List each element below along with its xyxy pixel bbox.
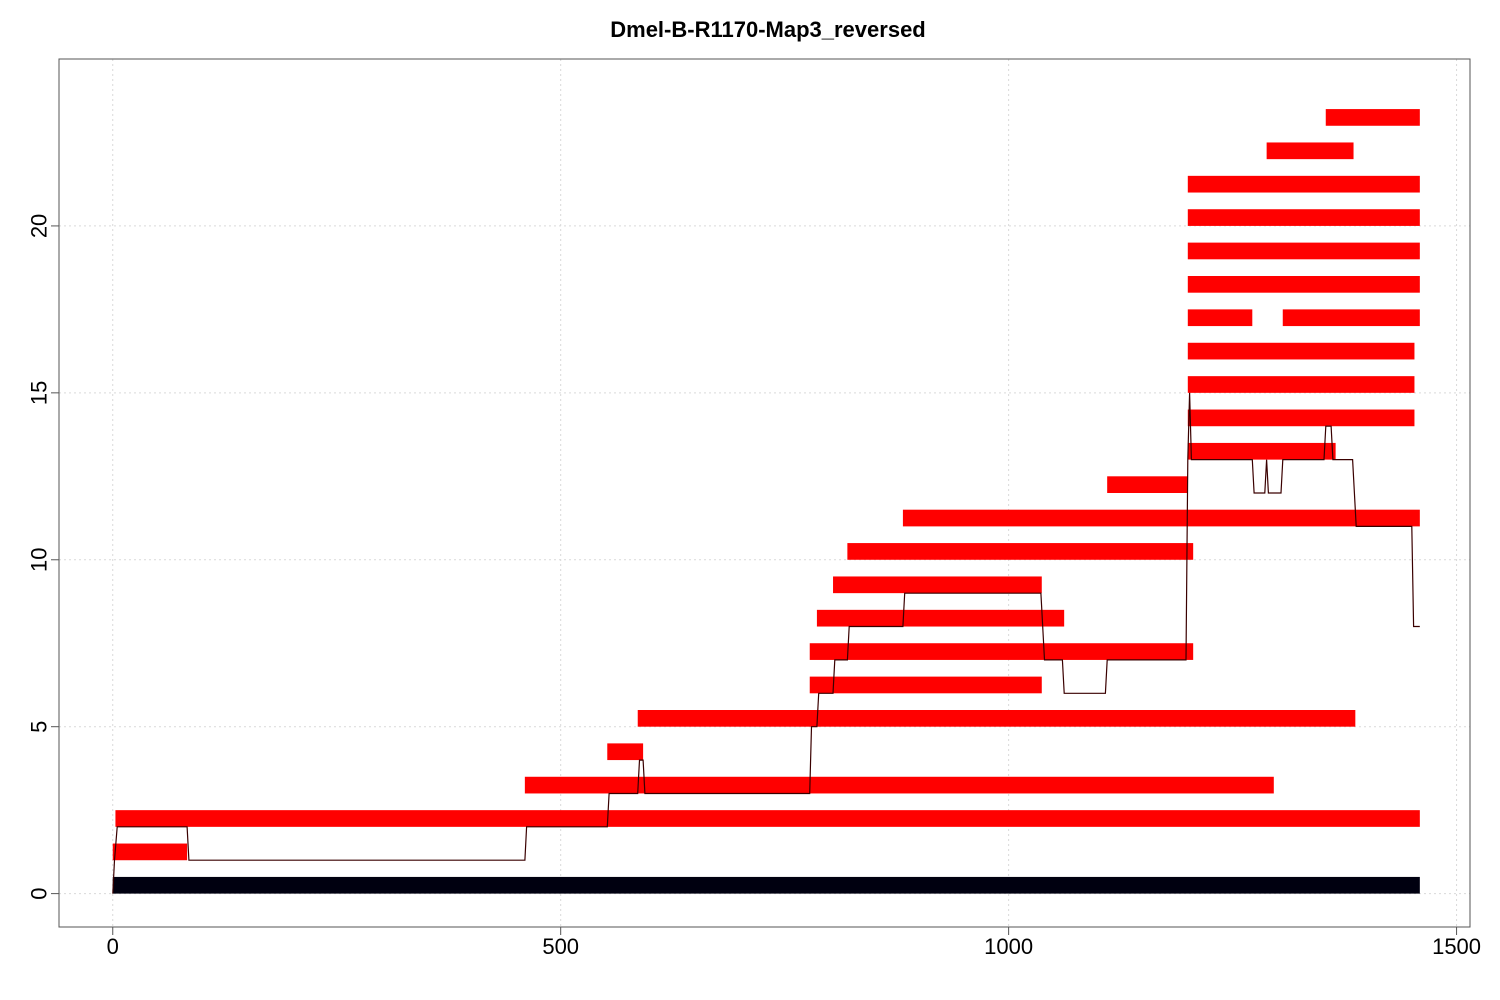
reference-bar-rect: [112, 876, 1420, 894]
x-tick-label: 1000: [984, 934, 1033, 959]
segment-bar: [607, 743, 644, 761]
segment-bar: [809, 676, 1042, 694]
segment-bar: [1187, 376, 1415, 393]
segment-bar: [816, 609, 1065, 627]
segment-bar: [1187, 309, 1253, 327]
segment-bar: [1187, 209, 1420, 226]
segment-bar: [847, 543, 1194, 560]
segment-bar: [1282, 309, 1420, 327]
x-axis: 0 500 1000 1500: [107, 926, 1481, 959]
segment-bar: [1266, 142, 1354, 160]
segment-bar: [115, 810, 1420, 827]
segment-bar: [1187, 442, 1336, 460]
segment-bar: [1187, 276, 1420, 293]
segment-bar: [809, 643, 1194, 660]
y-tick-label: 10: [27, 548, 52, 572]
segment-bar: [1187, 409, 1415, 427]
segment-bar: [1187, 175, 1420, 193]
segment-bar: [833, 576, 1042, 594]
segment-bar: [1325, 109, 1420, 126]
coverage-line-path: [112, 392, 1420, 894]
x-tick-label: 500: [542, 934, 579, 959]
x-tick-label: 1500: [1432, 934, 1481, 959]
segment-bar: [524, 776, 1274, 794]
reference-bar: [112, 876, 1420, 894]
segment-bar: [1107, 476, 1188, 493]
segment-bars: [112, 109, 1420, 861]
y-tick-label: 0: [27, 887, 52, 899]
coverage-line: [112, 392, 1420, 894]
segment-bar: [637, 710, 1356, 727]
y-tick-label: 15: [27, 381, 52, 405]
y-tick-label: 5: [27, 721, 52, 733]
chart-title: Dmel-B-R1170-Map3_reversed: [610, 17, 926, 42]
segment-bar: [112, 843, 188, 861]
y-tick-label: 20: [27, 214, 52, 238]
x-tick-label: 0: [107, 934, 119, 959]
segment-bar: [1187, 242, 1420, 260]
segment-bar: [1187, 342, 1415, 360]
segment-bar: [902, 509, 1420, 527]
y-axis: 0 5 10 15 20: [27, 214, 60, 900]
